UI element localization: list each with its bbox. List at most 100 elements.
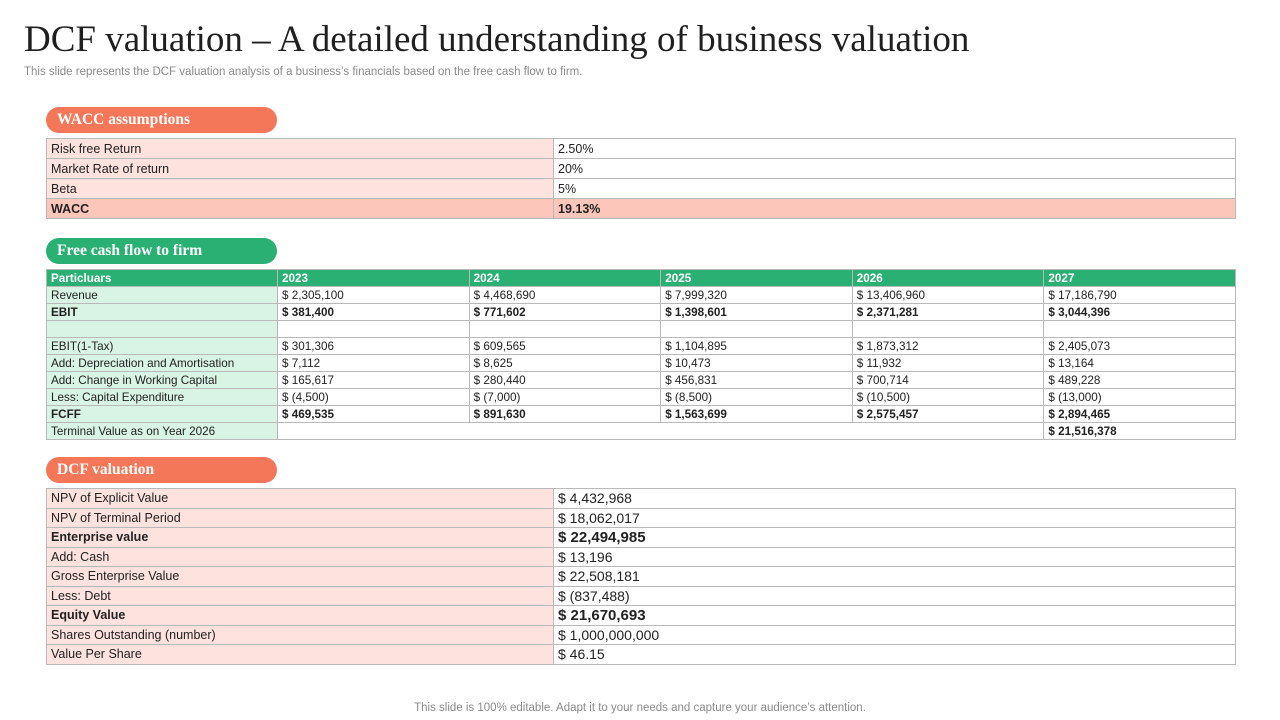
dcf-label: Gross Enterprise Value: [46, 566, 554, 587]
column-header: 2027: [1043, 269, 1236, 287]
table-cell: $ 13,164: [1043, 354, 1236, 372]
dcf-value: $ (837,488): [553, 585, 1236, 606]
dcf-value: $ 4,432,968: [553, 488, 1236, 509]
table-row: Gross Enterprise Value $ 22,508,181: [46, 566, 1236, 587]
table-cell: $ 10,473: [660, 354, 853, 372]
table-row: Add: Change in Working Capital $ 165,617…: [46, 371, 1236, 389]
table-row: Risk free Return 2.50%: [46, 138, 1236, 159]
wacc-value: 20%: [553, 158, 1236, 179]
table-cell: $ 2,371,281: [851, 303, 1045, 321]
table-row: Revenue $ 2,305,100 $ 4,468,690 $ 7,999,…: [46, 286, 1236, 304]
table-cell: $ 891,630: [468, 405, 662, 423]
dcf-value: $ 46.15: [553, 644, 1236, 665]
table-header-row: Particluars 2023 2024 2025 2026 2027: [46, 269, 1236, 287]
table-row-terminal-value: Terminal Value as on Year 2026 $ 21,516,…: [46, 422, 1236, 440]
dcf-value: $ 22,508,181: [553, 566, 1236, 587]
table-row: FCFF $ 469,535 $ 891,630 $ 1,563,699 $ 2…: [46, 405, 1236, 423]
table-row: Add: Depreciation and Amortisation $ 7,1…: [46, 354, 1236, 372]
table-cell: $ 771,602: [468, 303, 662, 321]
table-cell: $ 7,999,320: [660, 286, 853, 304]
row-label: Terminal Value as on Year 2026: [46, 422, 278, 440]
empty-cell: [1043, 320, 1236, 338]
column-header: 2025: [660, 269, 853, 287]
table-cell: $ 700,714: [851, 371, 1045, 389]
wacc-value: 5%: [553, 178, 1236, 199]
table-cell: $ 1,398,601: [660, 303, 853, 321]
table-row: Market Rate of return 20%: [46, 158, 1236, 179]
table-cell: $ 1,873,312: [851, 337, 1045, 355]
table-row: Beta 5%: [46, 178, 1236, 199]
table-row: Value Per Share $ 46.15: [46, 644, 1236, 665]
table-cell: $ (13,000): [1043, 388, 1236, 406]
table-cell: $ 2,305,100: [277, 286, 470, 304]
table-row: Less: Capital Expenditure $ (4,500) $ (7…: [46, 388, 1236, 406]
table-cell: $ 3,044,396: [1043, 303, 1236, 321]
row-label: EBIT(1-Tax): [46, 337, 278, 355]
table-cell: $ 301,306: [277, 337, 470, 355]
table-cell: $ 1,104,895: [660, 337, 853, 355]
dcf-label: Less: Debt: [46, 585, 554, 606]
wacc-value: 2.50%: [553, 138, 1236, 159]
dcf-value: $ 1,000,000,000: [553, 624, 1236, 645]
wacc-table: Risk free Return 2.50% Market Rate of re…: [46, 138, 1236, 219]
dcf-label: NPV of Explicit Value: [46, 488, 554, 509]
table-cell: $ 7,112: [277, 354, 470, 372]
table-row: Add: Cash $ 13,196: [46, 546, 1236, 567]
fcff-table: Particluars 2023 2024 2025 2026 2027 Rev…: [46, 269, 1236, 440]
terminal-value-cell: $ 21,516,378: [1043, 422, 1236, 440]
table-row: EBIT(1-Tax) $ 301,306 $ 609,565 $ 1,104,…: [46, 337, 1236, 355]
dcf-label: Add: Cash: [46, 546, 554, 567]
empty-cell: [851, 320, 1045, 338]
row-label: FCFF: [46, 405, 278, 423]
table-cell: $ (7,000): [468, 388, 662, 406]
table-cell: $ 165,617: [277, 371, 470, 389]
fcff-section-header: Free cash flow to firm: [46, 238, 277, 264]
wacc-label: Risk free Return: [46, 138, 554, 159]
table-cell: $ (8,500): [660, 388, 853, 406]
dcf-label: Value Per Share: [46, 644, 554, 665]
empty-cell: [276, 422, 1045, 440]
table-cell: $ 8,625: [468, 354, 662, 372]
table-cell: $ 469,535: [277, 405, 470, 423]
empty-cell: [660, 320, 853, 338]
page-subtitle: This slide represents the DCF valuation …: [24, 66, 583, 78]
wacc-label: WACC: [46, 198, 554, 219]
table-cell: $ 381,400: [277, 303, 470, 321]
dcf-label: Enterprise value: [46, 527, 554, 548]
dcf-value: $ 18,062,017: [553, 507, 1236, 528]
table-cell: $ 13,406,960: [851, 286, 1045, 304]
table-row: Equity Value $ 21,670,693: [46, 605, 1236, 626]
row-label: Add: Depreciation and Amortisation: [46, 354, 278, 372]
table-row: Less: Debt $ (837,488): [46, 585, 1236, 606]
dcf-label: Shares Outstanding (number): [46, 624, 554, 645]
column-header: 2024: [468, 269, 662, 287]
table-row: NPV of Terminal Period $ 18,062,017: [46, 507, 1236, 528]
table-cell: $ 17,186,790: [1043, 286, 1236, 304]
table-row: NPV of Explicit Value $ 4,432,968: [46, 488, 1236, 509]
table-row: EBIT $ 381,400 $ 771,602 $ 1,398,601 $ 2…: [46, 303, 1236, 321]
dcf-table: NPV of Explicit Value $ 4,432,968 NPV of…: [46, 488, 1236, 665]
table-cell: $ 2,894,465: [1043, 405, 1236, 423]
table-cell: $ 280,440: [468, 371, 662, 389]
table-cell: $ 2,575,457: [851, 405, 1045, 423]
empty-cell: [277, 320, 470, 338]
dcf-value: $ 22,494,985: [553, 527, 1236, 548]
wacc-label: Market Rate of return: [46, 158, 554, 179]
row-label: EBIT: [46, 303, 278, 321]
column-header: 2023: [277, 269, 470, 287]
wacc-value: 19.13%: [553, 198, 1236, 219]
table-cell: $ (4,500): [277, 388, 470, 406]
table-cell: $ 489,228: [1043, 371, 1236, 389]
wacc-label: Beta: [46, 178, 554, 199]
table-cell: $ (10,500): [851, 388, 1045, 406]
footer-note: This slide is 100% editable. Adapt it to…: [414, 702, 866, 714]
table-cell: $ 2,405,073: [1043, 337, 1236, 355]
wacc-section-header: WACC assumptions: [46, 107, 277, 133]
table-row-empty: [46, 320, 1236, 338]
column-header: Particluars: [46, 269, 278, 287]
table-cell: $ 11,932: [851, 354, 1045, 372]
dcf-value: $ 21,670,693: [553, 605, 1236, 626]
table-row: Shares Outstanding (number) $ 1,000,000,…: [46, 624, 1236, 645]
table-cell: $ 1,563,699: [660, 405, 853, 423]
table-cell: $ 456,831: [660, 371, 853, 389]
